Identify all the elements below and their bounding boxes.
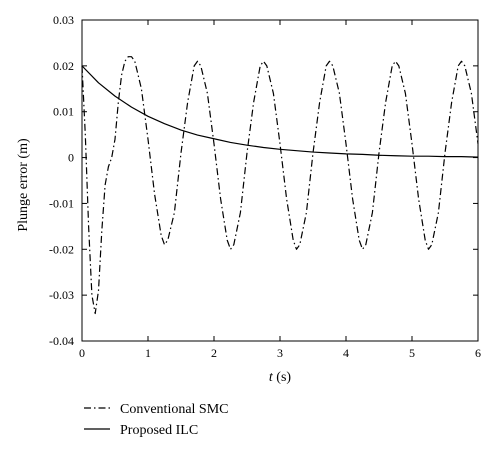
x-axis: 0 1 2 3 4 5 6 [79,20,481,360]
y-tick-label: 0.02 [53,59,74,73]
x-tick-label: 2 [211,346,217,360]
x-tick-label: 4 [343,346,349,360]
series-layer [81,56,479,315]
x-axis-label-var: t [269,370,274,385]
series-line-conventional-smc [81,56,479,315]
y-tick-label: 0.03 [53,13,74,27]
y-tick-label: -0.01 [49,196,74,210]
legend-label-conventional-smc: Conventional SMC [120,402,229,417]
legend-label-proposed-ilc: Proposed ILC [120,423,198,438]
y-axis-label: Plunge error (m) [16,138,31,232]
plot-area [81,19,479,342]
legend: Conventional SMC Proposed ILC [84,402,229,438]
y-tick-label: 0 [68,151,74,165]
x-axis-label: t (s) [269,370,292,385]
y-tick-label: -0.02 [49,242,74,256]
plot-border [81,19,479,342]
y-tick-label: 0.01 [53,105,74,119]
x-tick-label: 1 [145,346,151,360]
y-axis: 0.03 0.02 0.01 0 -0.01 -0.02 -0.03 -0.04 [49,13,478,348]
x-axis-label-unit: (s) [273,370,292,385]
y-tick-label: -0.04 [49,334,74,348]
y-tick-label: -0.03 [49,288,74,302]
x-tick-label: 0 [79,346,85,360]
series-line-proposed-ilc [81,65,479,158]
x-tick-label: 3 [277,346,283,360]
x-tick-label: 6 [475,346,481,360]
x-tick-label: 5 [409,346,415,360]
